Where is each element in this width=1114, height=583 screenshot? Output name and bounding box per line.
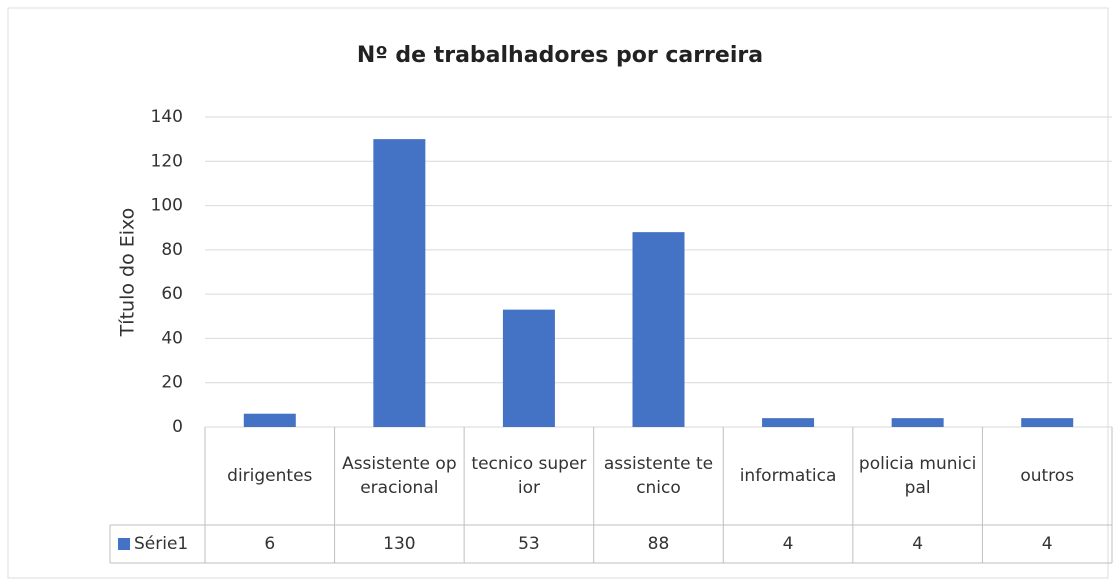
table-value: 88	[648, 534, 670, 554]
bar	[762, 418, 815, 427]
chart-border	[7, 7, 1109, 579]
y-tick-label: 20	[161, 373, 183, 393]
legend-label: Série1	[134, 534, 188, 554]
x-tick-label: assistente tecnico	[603, 454, 714, 498]
x-tick-label: dirigentes	[227, 466, 313, 486]
table-value: 4	[912, 534, 923, 554]
table-value: 53	[518, 534, 540, 554]
x-tick-label: tecnico superior	[471, 454, 587, 498]
y-tick-label: 60	[161, 284, 183, 304]
table-value: 4	[1042, 534, 1053, 554]
bar	[502, 309, 555, 427]
y-tick-label: 100	[151, 196, 183, 216]
y-axis-label: Título do Eixo	[117, 208, 139, 338]
bar	[373, 139, 426, 427]
chart-title: Nº de trabalhadores por carreira	[357, 43, 763, 68]
y-tick-label: 80	[161, 240, 183, 260]
y-tick-label: 0	[172, 417, 183, 437]
y-tick-label: 120	[151, 151, 183, 171]
bar	[891, 418, 944, 427]
table-value: 6	[264, 534, 275, 554]
bar	[243, 413, 296, 427]
bar	[1021, 418, 1074, 427]
legend-swatch	[118, 538, 130, 550]
x-tick-label: informatica	[739, 466, 837, 486]
y-tick-label: 140	[151, 107, 183, 127]
table-value: 4	[783, 534, 794, 554]
y-tick-label: 40	[161, 328, 183, 348]
x-tick-label: policia municipal	[858, 454, 977, 498]
table-value: 130	[383, 534, 415, 554]
x-tick-label: outros	[1020, 466, 1075, 486]
bar	[632, 232, 685, 427]
x-tick-label: Assistente operacional	[342, 454, 457, 498]
